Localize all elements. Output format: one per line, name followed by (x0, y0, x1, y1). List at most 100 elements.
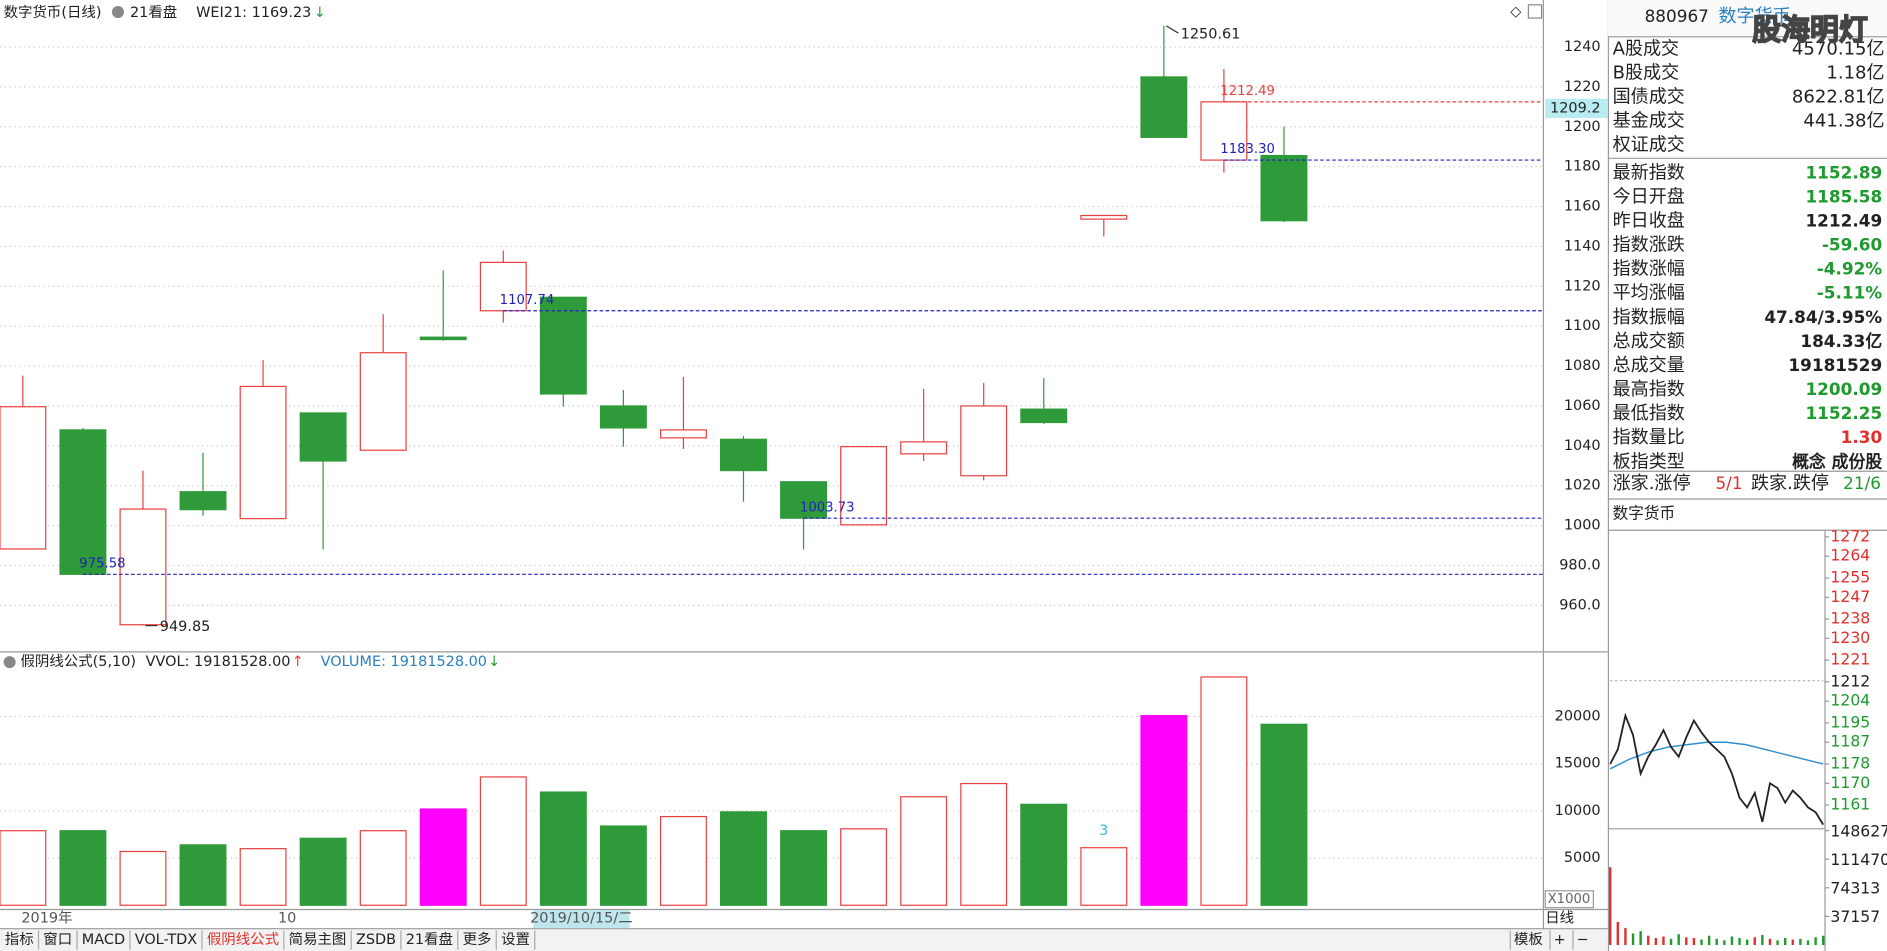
y-tick-label: 1212 (1830, 671, 1870, 690)
mini-volume-bar (1616, 921, 1620, 945)
mini-volume-bar (1776, 940, 1779, 945)
footer-tab[interactable]: MACD (82, 932, 125, 948)
sidebar: 880967 数字货币 数字货币 A股成交 4570.15亿 B股成交 1.18亿国债… (1613, 6, 1885, 523)
stat-label: 最新指数 (1613, 162, 1685, 183)
y-tick-label: 20000 (1555, 709, 1601, 725)
footer-tab[interactable]: − (1577, 932, 1589, 948)
mini-volume-bar (1624, 928, 1627, 945)
row-value: 441.38亿 (1803, 111, 1884, 132)
mini-volume-bar (1753, 937, 1756, 945)
volume-bar (960, 782, 1008, 906)
y-tick-label: 1255 (1830, 567, 1870, 586)
menu-icon[interactable] (111, 6, 124, 19)
unit-label: X1000 (1548, 892, 1591, 907)
mini-volume-bar (1631, 933, 1635, 945)
diamond-button[interactable]: ◇ (1510, 4, 1522, 20)
footer-tab[interactable]: 更多 (463, 931, 492, 948)
footer-tab[interactable]: 假阴线公式 (207, 931, 279, 948)
side-head (1607, 0, 1887, 37)
volume-bar (1140, 715, 1188, 906)
code: 880967 (1645, 6, 1709, 26)
candle-body (659, 429, 707, 439)
mini-volume-bar (1677, 934, 1680, 945)
y-tick-label: 1204 (1830, 691, 1870, 710)
y-tick-label: 1240 (1564, 39, 1601, 55)
panel-title: 假阴线公式(5,10) (20, 653, 136, 670)
legend-arrow: ↑ (292, 654, 304, 670)
stat-value: 1152.89 (1805, 162, 1882, 182)
volume-bar (179, 844, 227, 906)
mini-volume-bar (1700, 939, 1703, 945)
volume-bar (659, 815, 707, 906)
menu-icon[interactable] (3, 656, 16, 669)
volume-bar (840, 828, 888, 906)
volume-bar (239, 848, 287, 906)
mini-volume-bar (1730, 936, 1734, 945)
y-tick-label: 1230 (1830, 628, 1870, 647)
mini-volume-bar (1814, 937, 1817, 945)
breadth-value: 5/1 (1715, 473, 1742, 493)
y-tick-label: 1140 (1564, 238, 1601, 254)
extreme-pointer (1165, 25, 1179, 34)
y-tick-label: 15000 (1555, 756, 1601, 772)
volume-bar (1260, 723, 1308, 906)
footer-tab[interactable]: 窗口 (43, 930, 72, 948)
x-tick-label: 10 (278, 910, 296, 926)
footer-tab[interactable]: 21看盘 (406, 930, 453, 948)
stat-label: 总成交额 (1613, 331, 1685, 352)
stat-label: 最高指数 (1613, 379, 1685, 400)
mini-volume-bar (1783, 938, 1787, 945)
footer-tab[interactable]: + (1554, 932, 1566, 948)
candle-body (900, 441, 948, 455)
y-tick-label: 1180 (1564, 159, 1601, 175)
stat-value: 1212.49 (1805, 210, 1882, 230)
stat-value: 19181529 (1788, 355, 1882, 375)
y-tick-label: 1195 (1830, 712, 1870, 731)
mini-volume-bar (1791, 939, 1794, 945)
stat-label: 平均涨幅 (1613, 283, 1685, 304)
mini-volume-bar (1806, 940, 1810, 945)
footer-bar (0, 929, 1608, 951)
y-tick-label: 1200 (1564, 119, 1601, 135)
candle-body (179, 491, 227, 511)
stat-value: 1.30 (1841, 427, 1883, 447)
stat-value: 184.33亿 (1800, 331, 1882, 351)
cursor-date-box (533, 910, 630, 929)
footer-tab[interactable]: 设置 (501, 931, 530, 948)
stat-label: 今日开盘 (1613, 186, 1685, 207)
breadth-value: 21/6 (1843, 473, 1881, 493)
footer-tab[interactable]: 模板 (1514, 930, 1543, 948)
y-tick-label: 1238 (1830, 609, 1870, 628)
candle-body (960, 405, 1008, 477)
y-tick-label: 1178 (1830, 753, 1870, 772)
y-tick-label: 1187 (1830, 732, 1870, 751)
tab-label[interactable]: 21看盘 (130, 3, 177, 21)
stat-label: 指数振幅 (1613, 307, 1685, 328)
window-button[interactable] (1527, 4, 1543, 19)
footer-tab[interactable]: ZSDB (356, 932, 396, 948)
y-tick-label: 1221 (1830, 650, 1870, 669)
y-tick-label: 5000 (1564, 850, 1601, 866)
footer-tab[interactable]: 指标 (5, 931, 34, 948)
row-value: 1.18亿 (1826, 62, 1884, 83)
volume-bar (599, 825, 647, 906)
y-tick-label: 1160 (1564, 199, 1601, 215)
stat-label: 最低指数 (1613, 403, 1685, 424)
level-label: 1183.30 (1220, 142, 1275, 157)
stat-value: -5.11% (1817, 283, 1883, 303)
indicator: WEI21: 1169.23 (196, 5, 311, 21)
mini-volume-bar (1609, 867, 1612, 945)
x-tick-label: 2019年 (21, 909, 72, 926)
row-label: 国债成交 (1613, 87, 1685, 108)
marker-label: 3 (1099, 823, 1108, 839)
stat-value: 1185.58 (1805, 186, 1882, 206)
mini-volume-bar (1685, 937, 1688, 945)
volume-bar (780, 830, 828, 906)
volume-bar (119, 850, 167, 906)
footer-tab[interactable]: 简易主图 (289, 931, 347, 948)
volume-bar (359, 830, 407, 906)
mini-volume-bar (1639, 931, 1642, 945)
footer-tab[interactable]: VOL-TDX (135, 932, 198, 948)
